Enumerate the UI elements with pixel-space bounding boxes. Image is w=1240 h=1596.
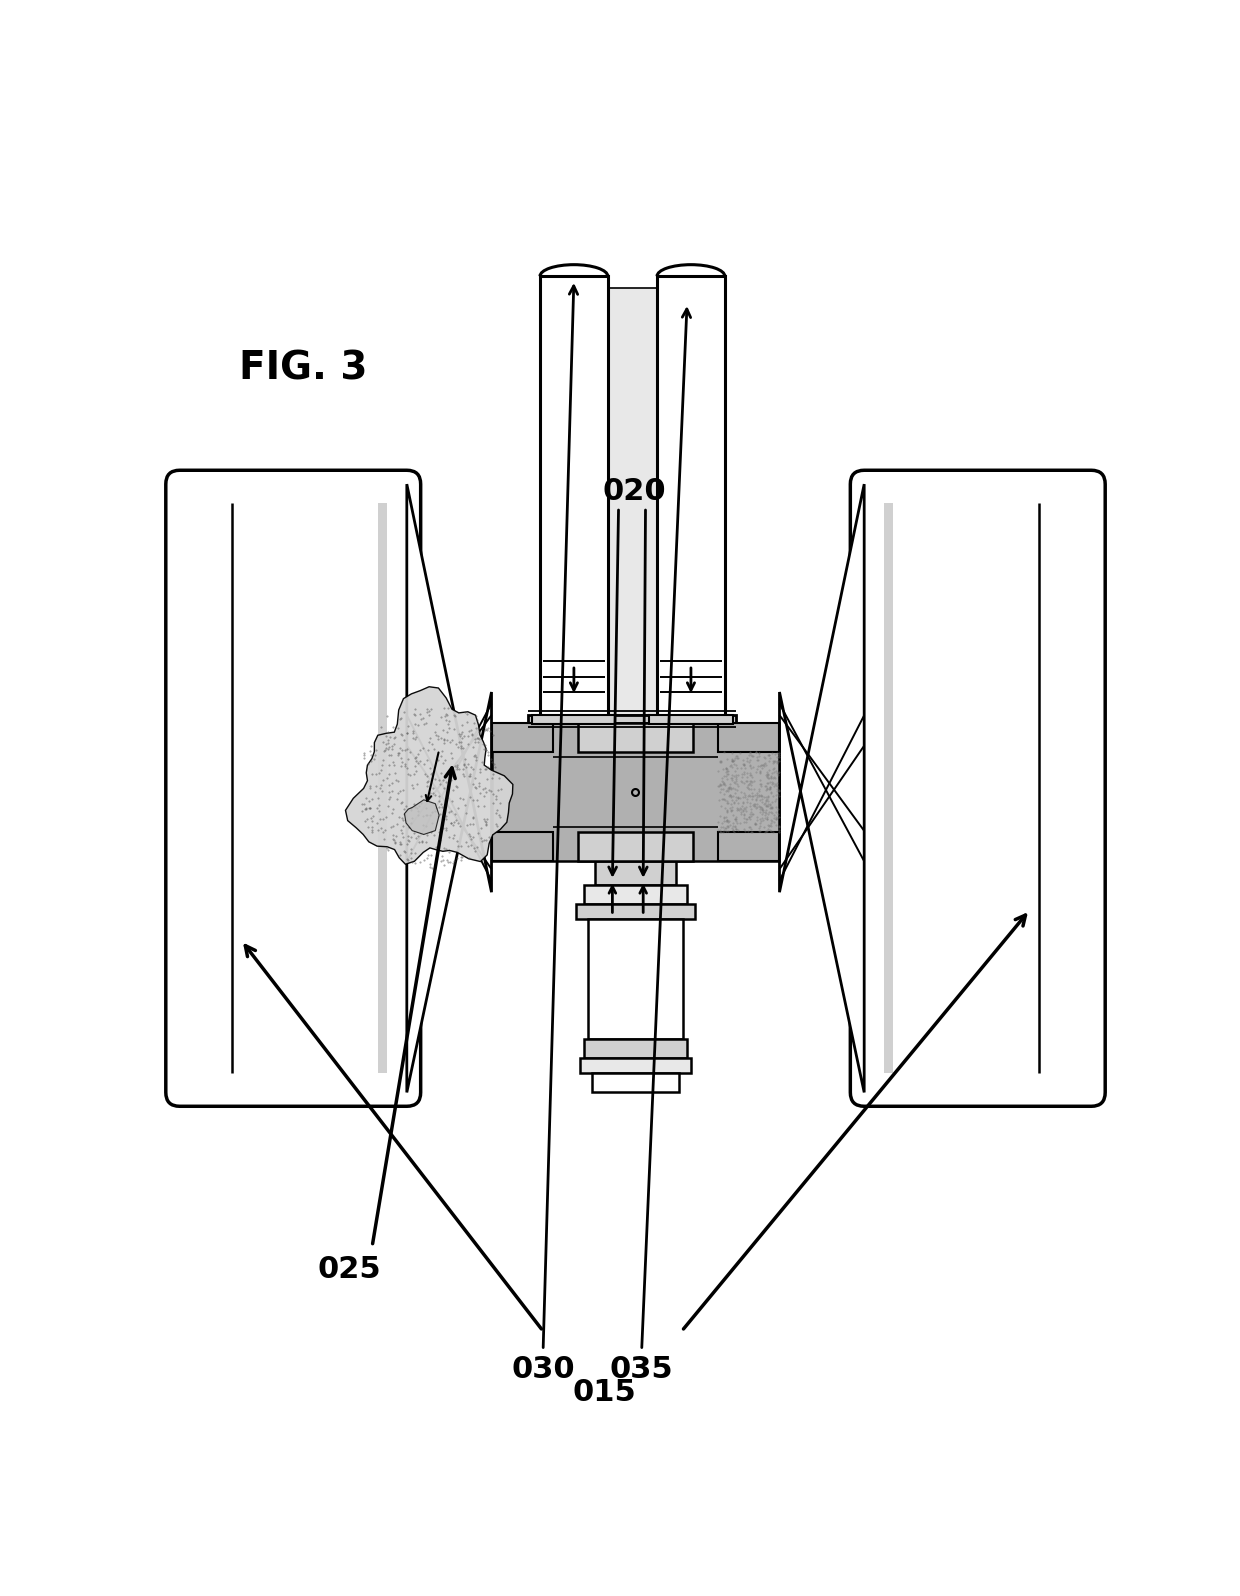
Bar	[578, 832, 693, 862]
Bar	[491, 832, 553, 862]
Text: 030: 030	[511, 1355, 575, 1384]
Bar	[718, 723, 780, 752]
Bar	[591, 1073, 680, 1092]
Bar	[580, 1058, 691, 1073]
Bar	[608, 287, 657, 715]
Bar	[528, 715, 737, 723]
FancyBboxPatch shape	[166, 471, 420, 1106]
Bar	[657, 276, 725, 718]
FancyBboxPatch shape	[851, 471, 1105, 1106]
Text: 020: 020	[603, 477, 666, 506]
Bar	[532, 715, 615, 725]
Polygon shape	[407, 484, 491, 1092]
Polygon shape	[404, 800, 439, 835]
Text: 015: 015	[573, 1379, 636, 1408]
Text: 025: 025	[317, 1254, 381, 1285]
Polygon shape	[346, 686, 513, 865]
Bar	[377, 503, 387, 1073]
Bar	[491, 723, 553, 752]
Polygon shape	[780, 484, 864, 1092]
Text: 035: 035	[610, 1355, 673, 1384]
Bar	[491, 723, 780, 862]
Bar	[650, 715, 733, 725]
Bar	[584, 1039, 687, 1058]
Bar	[578, 723, 693, 752]
Bar	[584, 884, 687, 903]
Text: FIG. 3: FIG. 3	[239, 350, 367, 388]
Bar	[577, 903, 694, 919]
Bar	[884, 503, 894, 1073]
Bar	[595, 862, 676, 884]
Bar	[718, 832, 780, 862]
Bar	[541, 276, 608, 718]
Bar	[588, 919, 683, 1039]
